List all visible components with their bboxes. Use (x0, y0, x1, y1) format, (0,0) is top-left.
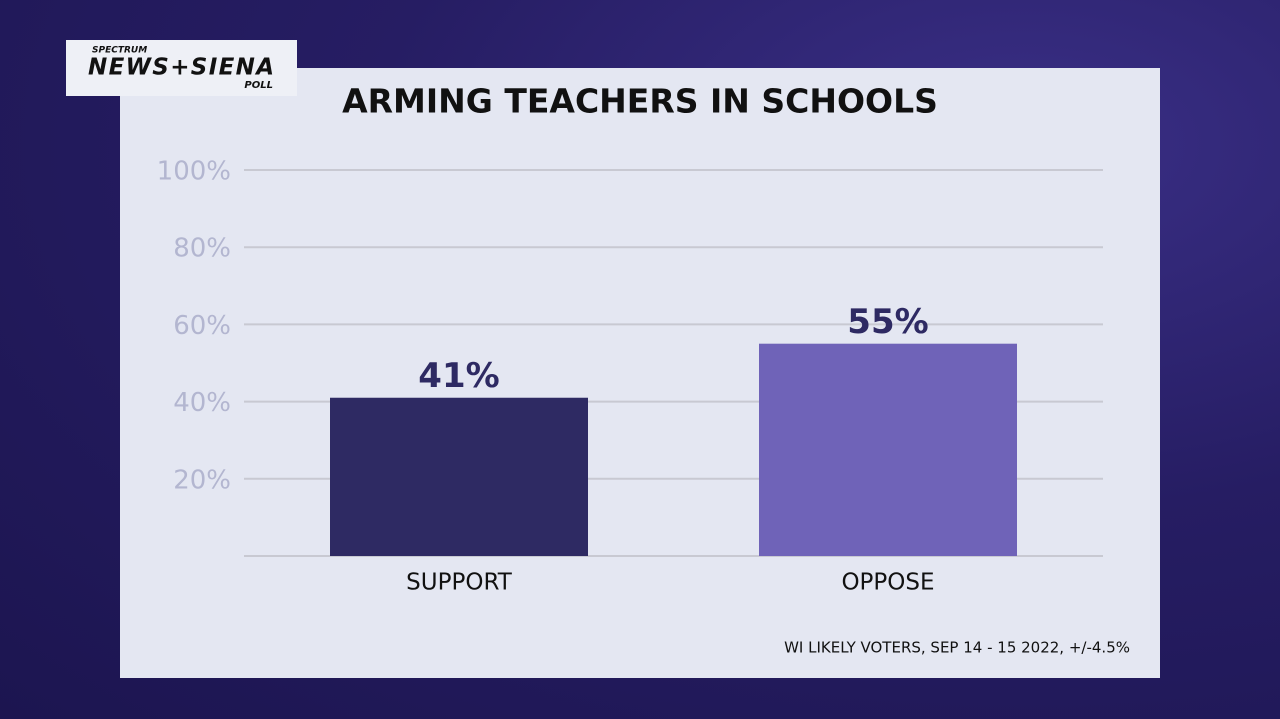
logo-top: SPECTRUM (92, 46, 147, 56)
chart-title: ARMING TEACHERS IN SCHOOLS (342, 82, 938, 121)
footnote: WI LIKELY VOTERS, SEP 14 - 15 2022, +/-4… (784, 639, 1130, 657)
bar (759, 343, 1017, 556)
y-tick-label: 100% (157, 157, 231, 187)
bar (330, 397, 588, 556)
x-tick-label: OPPOSE (841, 570, 934, 596)
value-label: 55% (847, 302, 928, 342)
y-tick-label: 60% (173, 311, 231, 341)
x-tick-label: SUPPORT (406, 570, 513, 596)
y-tick-label: 20% (173, 465, 231, 495)
logo-box (66, 40, 297, 96)
logo-bottom: POLL (244, 80, 273, 91)
y-tick-label: 80% (173, 234, 231, 264)
logo-main: NEWS+SIENA (88, 55, 274, 81)
y-tick-label: 40% (173, 388, 231, 418)
value-label: 41% (418, 356, 499, 396)
